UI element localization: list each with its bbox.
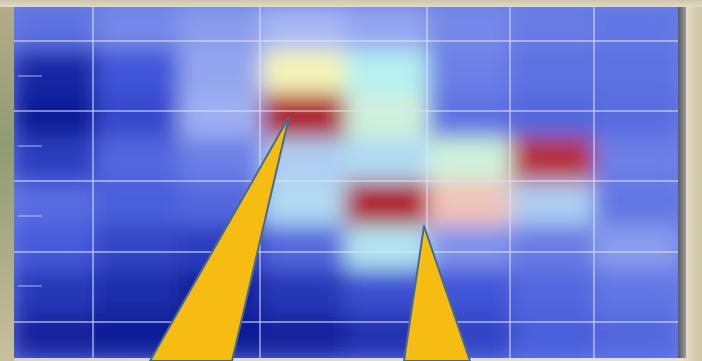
heatmap-cell	[14, 269, 98, 316]
annotation-pointers	[149, 116, 471, 361]
heatmap-cell	[262, 313, 347, 358]
heatmap-cell	[262, 181, 347, 228]
heatmap-cell	[345, 225, 430, 272]
annotation-pointer	[403, 225, 471, 361]
heatmap-cell	[428, 137, 513, 184]
heatmap-cell	[345, 7, 430, 52]
axis-ticks	[18, 75, 42, 287]
heatmap-cell	[96, 269, 181, 316]
heatmap-cell	[96, 225, 181, 272]
heatmap-cell	[96, 181, 181, 228]
heatmap-cell	[345, 93, 430, 140]
heatmap-cell	[14, 137, 98, 184]
heatmap-cell	[96, 93, 181, 140]
heatmap-cell	[345, 181, 430, 228]
heatmap-cell	[511, 7, 596, 52]
heatmap-cell	[96, 137, 181, 184]
heatmap-cell	[14, 49, 98, 96]
heatmap-cell	[14, 93, 98, 140]
heatmap-cell	[14, 313, 98, 358]
heatmap-cell	[428, 7, 513, 52]
heatmap-cell	[14, 225, 98, 272]
heatmap-cell	[14, 7, 98, 52]
heatmap-cell	[594, 7, 678, 52]
heatmap-cell	[594, 225, 678, 272]
heatmap-cell	[511, 93, 596, 140]
heatmap-cell	[345, 49, 430, 96]
slide-frame-top	[0, 0, 702, 7]
heatmap-cell	[428, 49, 513, 96]
heatmap-cell	[428, 93, 513, 140]
heatmap-cell	[511, 49, 596, 96]
heatmap-cell	[262, 7, 347, 52]
heatmap-cell	[511, 313, 596, 358]
heatmap-cell	[511, 269, 596, 316]
heatmap-cell	[262, 93, 347, 140]
plot-area	[14, 7, 678, 358]
heatmap-cell	[594, 137, 678, 184]
heatmap-cell	[594, 313, 678, 358]
heatmap-cell	[96, 49, 181, 96]
plot-shadow	[678, 7, 686, 358]
slide-frame-left	[0, 0, 14, 361]
heatmap-cell	[511, 225, 596, 272]
heatmap-cell	[428, 225, 513, 272]
heatmap-cell	[594, 269, 678, 316]
heatmap-cell	[262, 225, 347, 272]
heatmap-cell	[179, 7, 264, 52]
annotation-pointer	[149, 116, 290, 361]
heatmap-cells	[14, 7, 678, 358]
heatmap-cell	[96, 7, 181, 52]
heatmap-cell	[511, 137, 596, 184]
heatmap-cell	[594, 181, 678, 228]
heatmap-cell	[428, 181, 513, 228]
heatmap-cell	[594, 93, 678, 140]
heatmap-cell	[179, 137, 264, 184]
heatmap-cell	[262, 269, 347, 316]
heatmap-cell	[14, 181, 98, 228]
heatmap-cell	[179, 93, 264, 140]
heatmap-cell	[594, 49, 678, 96]
heatmap-cell	[262, 49, 347, 96]
heatmap-cell	[345, 137, 430, 184]
heatmap-cell	[511, 181, 596, 228]
heatmap-cell	[179, 49, 264, 96]
